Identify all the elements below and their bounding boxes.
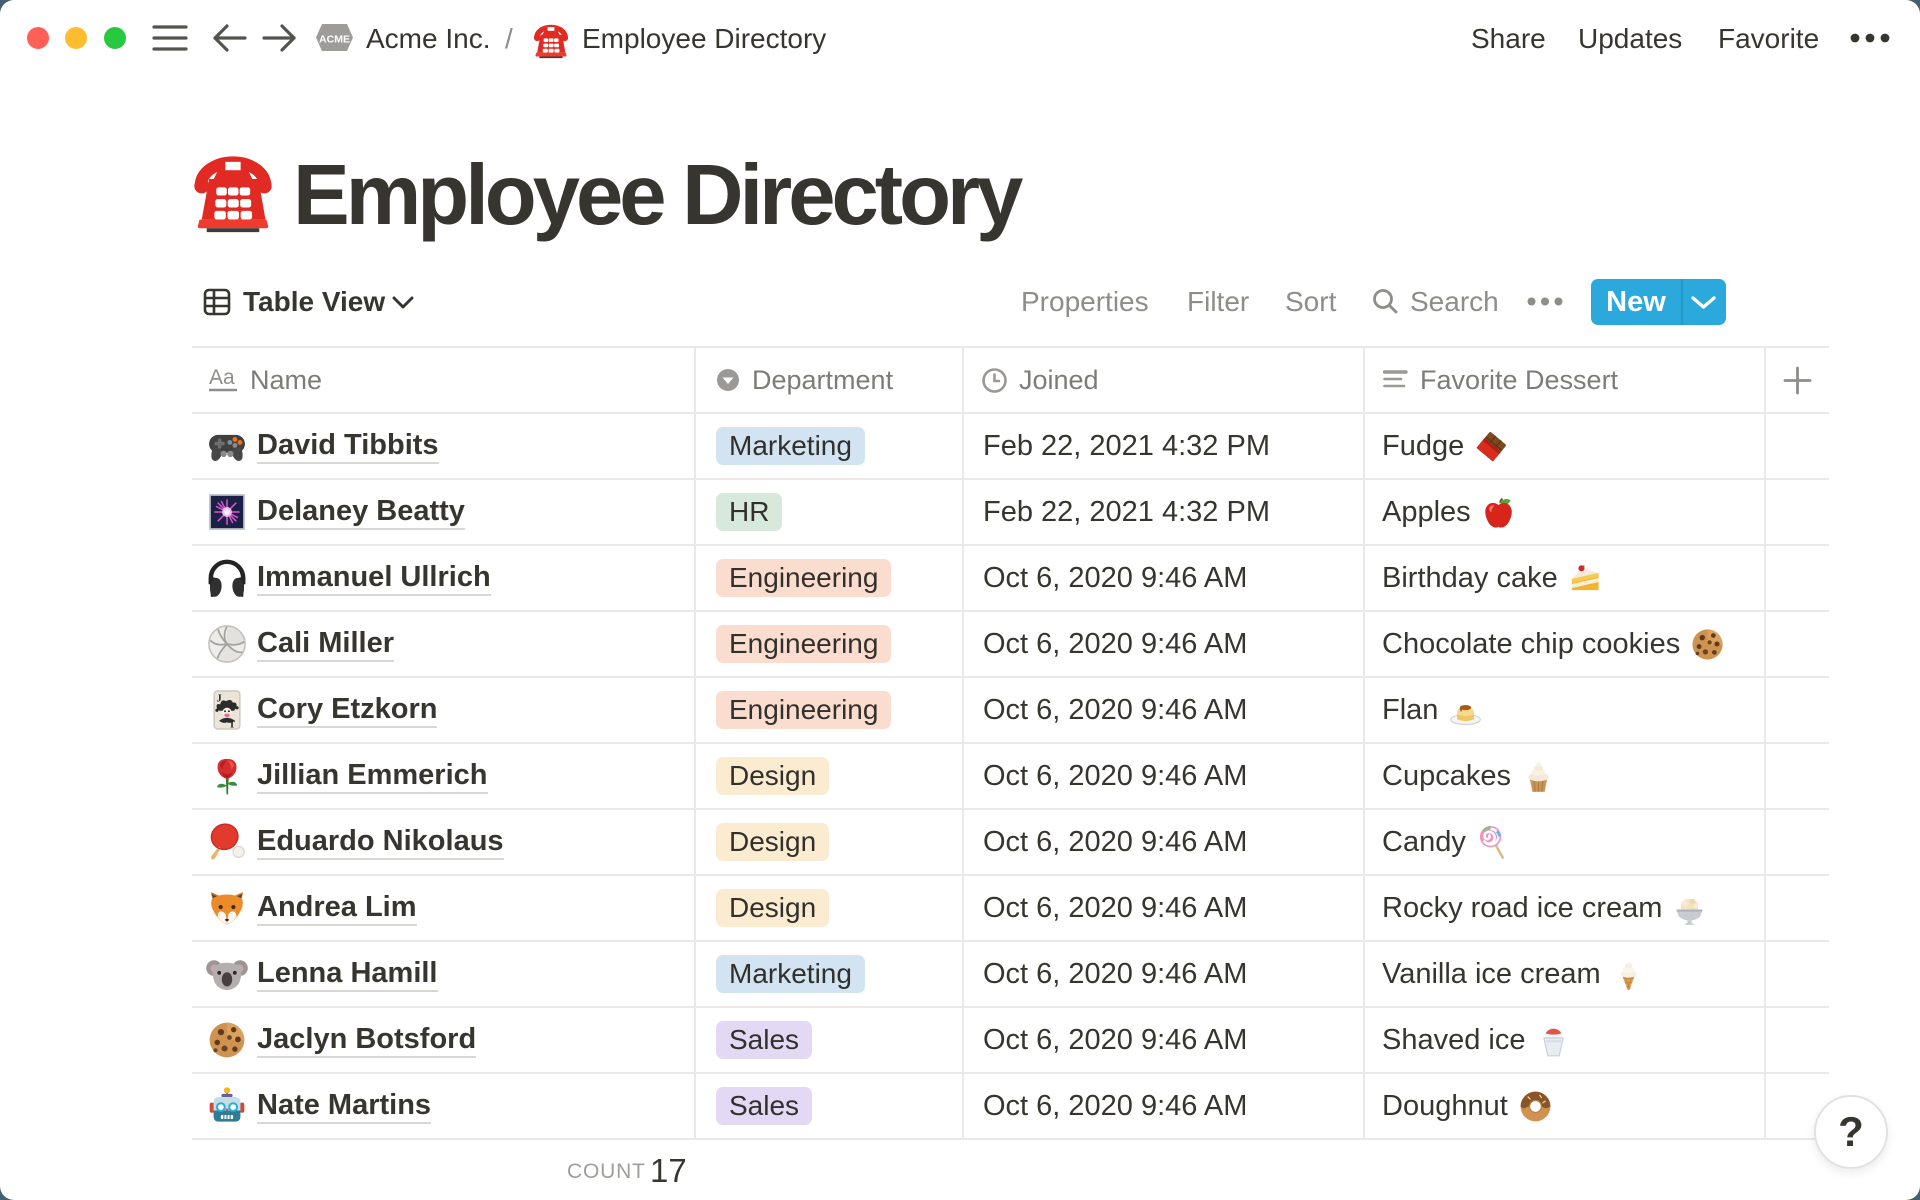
svg-text:ACME: ACME xyxy=(319,34,350,46)
svg-text:Aa: Aa xyxy=(209,367,235,389)
